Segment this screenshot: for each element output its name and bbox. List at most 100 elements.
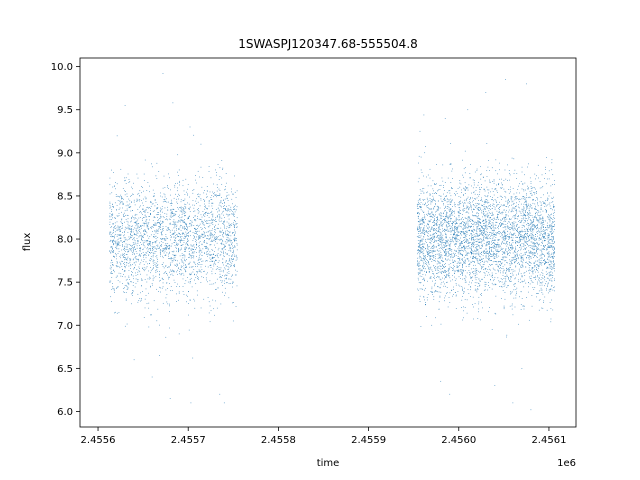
data-point: [492, 277, 493, 278]
data-point: [437, 245, 439, 247]
data-point: [148, 243, 150, 245]
data-point: [141, 278, 142, 280]
data-point: [159, 226, 161, 228]
data-point: [543, 248, 545, 249]
data-point: [174, 221, 176, 223]
data-point: [149, 244, 150, 245]
data-point: [424, 279, 425, 281]
data-point: [453, 262, 454, 263]
data-point: [466, 198, 468, 199]
data-point: [224, 268, 226, 270]
data-point: [539, 234, 541, 236]
data-point: [176, 271, 177, 273]
data-point: [485, 222, 487, 223]
data-point: [188, 217, 189, 219]
data-point: [534, 173, 536, 175]
data-point: [228, 227, 230, 229]
data-point: [201, 221, 203, 223]
data-point: [537, 225, 538, 226]
data-point: [507, 269, 508, 270]
data-point: [155, 241, 157, 242]
data-point: [485, 244, 487, 246]
data-point: [532, 287, 534, 288]
data-point: [155, 175, 157, 177]
data-point: [532, 268, 534, 269]
data-point: [135, 258, 137, 260]
data-point: [486, 176, 488, 177]
data-point: [110, 296, 112, 298]
data-point: [132, 290, 133, 291]
data-point: [422, 230, 424, 231]
data-point: [181, 236, 183, 237]
data-point: [227, 239, 229, 241]
data-point: [223, 267, 225, 269]
data-point: [199, 219, 201, 220]
data-point: [139, 253, 140, 255]
data-point: [116, 275, 118, 277]
data-point: [436, 277, 437, 278]
data-point: [188, 262, 190, 264]
data-point: [424, 243, 426, 245]
data-point: [162, 302, 164, 304]
data-point: [469, 220, 470, 221]
data-point: [206, 196, 207, 198]
data-point: [224, 227, 225, 229]
data-point: [421, 220, 423, 222]
data-point: [227, 235, 229, 236]
data-point: [475, 187, 477, 188]
data-point: [202, 177, 204, 178]
data-point: [476, 231, 478, 232]
data-point: [473, 205, 475, 207]
data-point: [216, 237, 218, 239]
data-point: [137, 227, 139, 229]
data-point: [187, 243, 188, 245]
data-point: [452, 178, 453, 179]
data-point: [221, 217, 223, 219]
data-point: [230, 265, 232, 267]
data-point: [121, 198, 122, 200]
data-point: [185, 204, 187, 205]
data-point: [227, 263, 229, 264]
data-point: [424, 214, 425, 216]
data-point: [422, 260, 424, 262]
data-point: [513, 289, 515, 291]
data-point: [462, 254, 463, 256]
data-point: [426, 230, 427, 231]
data-point: [213, 308, 215, 310]
data-point: [540, 282, 542, 283]
data-point: [119, 203, 121, 205]
data-point: [527, 188, 529, 190]
data-point: [179, 180, 180, 182]
data-point: [162, 286, 164, 288]
data-point: [165, 255, 167, 256]
data-point: [486, 213, 488, 215]
data-point: [438, 255, 440, 257]
data-point: [148, 229, 150, 230]
data-point: [514, 262, 516, 263]
data-point: [524, 214, 526, 216]
data-point: [184, 203, 186, 205]
data-point: [436, 183, 437, 185]
data-point: [507, 275, 508, 277]
data-point: [473, 191, 475, 193]
data-point: [510, 236, 512, 238]
data-point: [157, 265, 158, 266]
data-point: [553, 204, 554, 206]
data-point: [161, 196, 163, 198]
data-point: [143, 255, 144, 257]
data-point: [234, 239, 236, 241]
data-point: [161, 238, 163, 240]
data-point: [156, 247, 158, 249]
data-point: [447, 220, 449, 222]
data-point: [190, 257, 192, 259]
data-point: [185, 178, 187, 180]
data-point: [435, 246, 437, 248]
data-point: [492, 226, 494, 227]
data-point: [188, 266, 190, 268]
data-point: [156, 207, 158, 209]
data-point: [444, 251, 445, 253]
data-point: [116, 245, 118, 247]
data-point: [220, 303, 222, 305]
data-point: [199, 237, 201, 238]
data-point: [204, 270, 206, 272]
